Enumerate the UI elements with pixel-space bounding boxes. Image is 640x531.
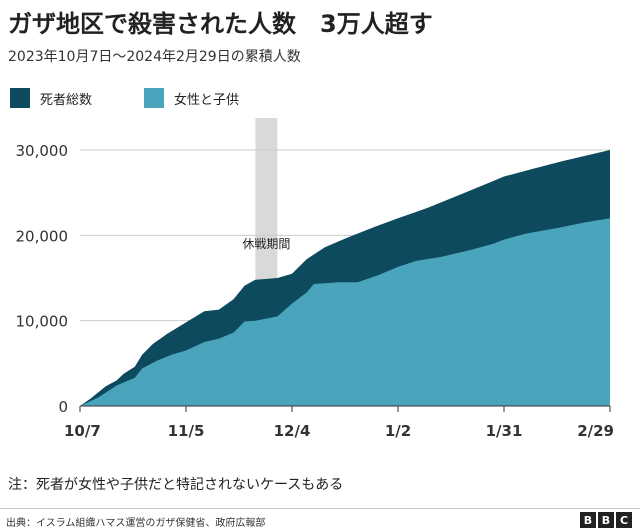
legend-swatch-total [10,88,30,108]
y-tick-label: 20,000 [16,227,69,245]
x-tick-label: 1/31 [486,422,523,440]
legend-label-total: 死者総数 [40,92,93,108]
footnote: 注：死者が女性や子供だと特記されないケースもある [8,477,344,493]
source-text: 出典：イスラム組織ハマス運営のガザ保健省、政府広報部 [6,518,266,529]
bbc-logo: B B C [578,512,632,528]
x-tick-label: 10/7 [64,422,101,440]
chart-subtitle: 2023年10月7日～2024年2月29日の累積人数 [8,49,301,65]
bbc-logo-letter: B [580,512,596,528]
bbc-logo-letter: B [598,512,614,528]
chart-title: ガザ地区で殺害された人数 3万人超す [8,10,433,38]
footer-divider [0,508,640,509]
x-tick-label: 12/4 [274,422,311,440]
legend-item-women-children: 女性と子供 [144,88,239,108]
legend-item-total: 死者総数 [10,88,92,108]
ceasefire-label: 休戦期間 [242,237,290,251]
area-women-children [80,218,610,406]
y-tick-label: 30,000 [16,142,69,160]
x-tick-label: 1/2 [385,422,411,440]
x-tick-label: 11/5 [168,422,205,440]
x-tick-label: 2/29 [577,422,614,440]
bbc-logo-letter: C [616,512,632,528]
area-chart: 休戦期間 0 10,000 20,000 30,000 10/7 11/5 12/4 1/2 1/… [16,118,614,440]
legend: 死者総数 女性と子供 [10,88,291,108]
legend-label-women-children: 女性と子供 [174,92,240,108]
legend-swatch-women-children [144,88,165,108]
y-tick-label: 0 [58,398,68,416]
y-tick-label: 10,000 [16,313,69,331]
